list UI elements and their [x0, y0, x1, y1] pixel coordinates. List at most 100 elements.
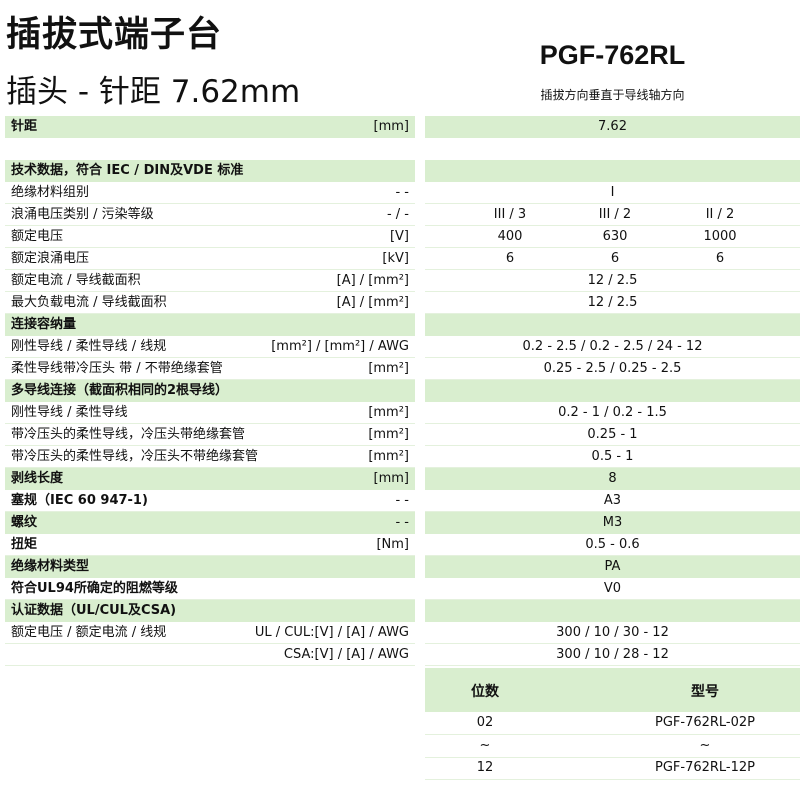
spec-value-cell: 0.2 - 1 / 0.2 - 1.5	[425, 402, 800, 424]
spec-value: 1000	[703, 229, 737, 244]
spec-value-cell	[425, 160, 800, 182]
spec-value-cell: 300 / 10 / 30 - 12	[425, 622, 800, 644]
spec-label: 柔性导线带冷压头 带 / 不带绝缘套管	[11, 361, 223, 376]
spec-label: 塞规（IEC 60 947-1)	[11, 493, 148, 508]
spec-value-cell: 0.5 - 1	[425, 446, 800, 468]
spec-value: 6	[505, 251, 515, 266]
order-row: 12 PGF-762RL-12P	[425, 757, 800, 780]
spec-unit: [A] / [mm²]	[336, 295, 409, 310]
spec-row: 额定浪涌电压 [kV] 6 6 6	[0, 248, 800, 270]
section-row: 认证数据（UL/CUL及CSA)	[0, 600, 800, 622]
spec-label: 最大负载电流 / 导线截面积	[11, 295, 167, 310]
spec-label-cell: 额定电流 / 导线截面积 [A] / [mm²]	[5, 270, 415, 292]
spec-unit: [A] / [mm²]	[336, 273, 409, 288]
spec-value: 0.5 - 0.6	[585, 537, 640, 552]
spec-label: 带冷压头的柔性导线，冷压头不带绝缘套管	[11, 449, 259, 464]
spec-value-cell: 6 6 6	[425, 248, 800, 270]
spec-unit: [mm²]	[368, 427, 409, 442]
spec-label: 螺纹	[11, 515, 38, 530]
spec-label: 绝缘材料组别	[11, 185, 90, 200]
spec-label: 符合UL94所确定的阻燃等级	[11, 581, 178, 596]
spec-unit: - / -	[386, 207, 409, 222]
part-number: PGF-762RL-12P	[654, 760, 755, 775]
spec-row: 刚性导线 / 柔性导线 [mm²] 0.2 - 1 / 0.2 - 1.5	[0, 402, 800, 424]
spec-label-cell: 刚性导线 / 柔性导线 / 线规 [mm²] / [mm²] / AWG	[5, 336, 415, 358]
order-row: ~ ~	[425, 735, 800, 758]
section-row: 技术数据，符合 IEC / DIN及VDE 标准	[0, 160, 800, 182]
spec-label-cell: 认证数据（UL/CUL及CSA)	[5, 600, 415, 622]
spec-label: 额定电压 / 额定电流 / 线规	[11, 625, 167, 640]
spec-label-cell: 连接容纳量	[5, 314, 415, 336]
spec-row: 浪涌电压类别 / 污染等级 - / - III / 3 III / 2 II / 2	[0, 204, 800, 226]
spec-label: 认证数据（UL/CUL及CSA)	[11, 603, 177, 618]
section-row: 螺纹 - - M3	[0, 512, 800, 534]
spec-label-cell: 带冷压头的柔性导线，冷压头带绝缘套管 [mm²]	[5, 424, 415, 446]
spec-row: 刚性导线 / 柔性导线 / 线规 [mm²] / [mm²] / AWG 0.2 -…	[0, 336, 800, 358]
spec-value-cell	[425, 600, 800, 622]
spec-value-cell: A3	[425, 490, 800, 512]
spec-value: 300 / 10 / 30 - 12	[556, 625, 669, 640]
spec-label-cell: 额定浪涌电压 [kV]	[5, 248, 415, 270]
spec-value: 6	[715, 251, 725, 266]
spec-unit: [mm²]	[368, 361, 409, 376]
spec-label: 浪涌电压类别 / 污染等级	[11, 207, 154, 222]
spec-label-cell: 剥线长度 [mm]	[5, 468, 415, 490]
spec-row: 最大负载电流 / 导线截面积 [A] / [mm²] 12 / 2.5	[0, 292, 800, 314]
spec-value-cell: 8	[425, 468, 800, 490]
spec-value: 8	[608, 471, 617, 486]
spec-label-cell: 带冷压头的柔性导线，冷压头不带绝缘套管 [mm²]	[5, 446, 415, 468]
spec-label-cell: 额定电压 / 额定电流 / 线规 UL / CUL:[V] / [A] / AWG	[5, 622, 415, 644]
spec-row: 符合UL94所确定的阻燃等级 V0	[0, 578, 800, 600]
spec-label: 扭矩	[11, 537, 38, 552]
spec-label: 针距	[11, 119, 38, 134]
positions: 02	[476, 715, 494, 730]
spec-value: A3	[603, 493, 622, 508]
spec-row: 额定电压 [V] 400 630 1000	[0, 226, 800, 248]
spec-value-cell: M3	[425, 512, 800, 534]
spec-label-cell: 绝缘材料类型	[5, 556, 415, 578]
spec-row: 带冷压头的柔性导线，冷压头带绝缘套管 [mm²] 0.25 - 1	[0, 424, 800, 446]
section-row: 连接容纳量	[0, 314, 800, 336]
spec-value: 7.62	[598, 119, 627, 134]
spec-label-cell: 额定电压 [V]	[5, 226, 415, 248]
spec-label: 刚性导线 / 柔性导线	[11, 405, 128, 420]
spec-label-cell: 最大负载电流 / 导线截面积 [A] / [mm²]	[5, 292, 415, 314]
spec-unit: [mm²] / [mm²] / AWG	[271, 339, 409, 354]
spec-label-cell: 塞规（IEC 60 947-1) - -	[5, 490, 415, 512]
spec-label: 剥线长度	[11, 471, 64, 486]
spec-label-cell: 柔性导线带冷压头 带 / 不带绝缘套管 [mm²]	[5, 358, 415, 380]
spec-value-cell: V0	[425, 578, 800, 600]
spec-value: 0.5 - 1	[591, 449, 634, 464]
spec-value: PA	[604, 559, 621, 574]
spec-label-cell: 扭矩 [Nm]	[5, 534, 415, 556]
section-row: 多导线连接（截面积相同的2根导线）	[0, 380, 800, 402]
spec-value: III / 3	[493, 207, 527, 222]
spec-label-cell: 针距 [mm]	[5, 116, 415, 138]
model-note: 插拔方向垂直于导线轴方向	[540, 88, 685, 102]
page-title: 插拔式端子台	[6, 15, 223, 55]
spec-value-cell: 400 630 1000	[425, 226, 800, 248]
section-row: 针距 [mm] 7.62	[0, 116, 800, 138]
spec-unit: [mm²]	[368, 449, 409, 464]
spec-value: 6	[610, 251, 620, 266]
spec-unit: CSA:[V] / [A] / AWG	[283, 647, 409, 662]
spec-unit: [kV]	[382, 251, 409, 266]
spec-label: 带冷压头的柔性导线，冷压头带绝缘套管	[11, 427, 246, 442]
spec-value: II / 2	[705, 207, 735, 222]
spec-unit: [mm]	[373, 119, 409, 134]
spec-value-cell: 300 / 10 / 28 - 12	[425, 644, 800, 666]
spec-value: I	[610, 185, 615, 200]
spec-value: 0.25 - 1	[587, 427, 638, 442]
spec-label: 刚性导线 / 柔性导线 / 线规	[11, 339, 167, 354]
spec-label-cell: 符合UL94所确定的阻燃等级	[5, 578, 415, 600]
spec-value-cell	[425, 380, 800, 402]
spec-value-cell: PA	[425, 556, 800, 578]
part-number: PGF-762RL-02P	[654, 715, 755, 730]
order-table-header: 位数 型号	[425, 668, 800, 712]
spec-label-cell: 绝缘材料组别 - -	[5, 182, 415, 204]
page-subtitle: 插头 - 针距 7.62mm	[6, 74, 301, 110]
model-number: PGF-762RL	[539, 40, 686, 70]
spec-label-cell: 刚性导线 / 柔性导线 [mm²]	[5, 402, 415, 424]
spec-value: V0	[603, 581, 622, 596]
spec-value: 0.2 - 2.5 / 0.2 - 2.5 / 24 - 12	[522, 339, 703, 354]
